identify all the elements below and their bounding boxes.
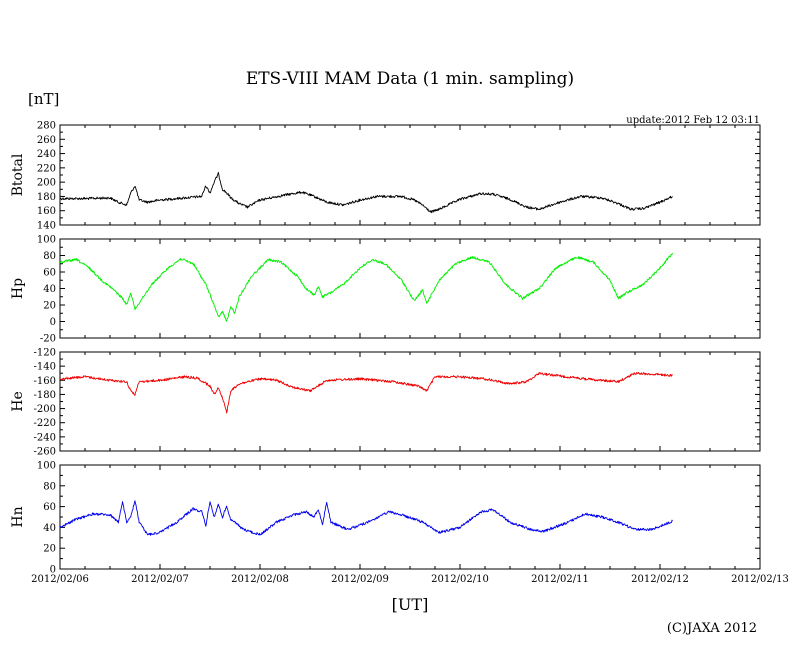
y-tick-label: 80 [43, 481, 56, 492]
panel-frame [59, 351, 761, 452]
x-tick-label: 2012/02/13 [731, 574, 789, 585]
series-line-hp [59, 252, 673, 322]
copyright-text: (C)JAXA 2012 [667, 621, 757, 636]
y-tick-label: -240 [34, 432, 56, 443]
x-tick-label: 2012/02/11 [531, 574, 589, 585]
x-tick-labels: 2012/02/06 2012/02/07 2012/02/08 2012/02/09… [31, 574, 789, 585]
y-tick-label: 100 [37, 235, 56, 246]
unit-label: [nT] [28, 90, 59, 108]
y-tick-label: -120 [34, 348, 56, 359]
x-tick-label: 2012/02/08 [231, 574, 289, 585]
y-tick-label: 40 [43, 523, 56, 534]
panel-he: -260 -240 -220 -200 -180 -160 -140 -120 He [10, 348, 761, 458]
update-timestamp: update:2012 Feb 12 03:11 [626, 115, 760, 126]
y-tick-label: 60 [43, 268, 56, 279]
x-tick-label: 2012/02/09 [331, 574, 389, 585]
y-tick-label: -220 [34, 418, 56, 429]
series-line-hn [59, 500, 673, 536]
y-tick-label: -140 [34, 362, 56, 373]
y-tick-label: 140 [37, 221, 56, 232]
y-axis-label: Hn [10, 506, 26, 527]
y-tick-label: 160 [37, 206, 56, 217]
panel-btotal: 140 160 180 200 220 240 260 280 Btotal [10, 121, 761, 232]
panel-frame [59, 124, 761, 226]
y-tick-label: -200 [34, 404, 56, 415]
y-axis-label: Hp [10, 278, 26, 299]
y-axis-label: Btotal [10, 153, 26, 196]
panel-frame [59, 238, 761, 339]
y-tick-label: 220 [37, 163, 56, 174]
y-tick-label: 20 [43, 301, 56, 312]
x-tick-label: 2012/02/10 [431, 574, 489, 585]
y-tick-label: 200 [37, 178, 56, 189]
y-tick-label: 80 [43, 251, 56, 262]
y-tick-label: 260 [37, 135, 56, 146]
y-tick-label: 0 [50, 317, 56, 328]
y-tick-label: 40 [43, 284, 56, 295]
chart-panels: 140160180200220240260280Btotal-200204060… [10, 121, 761, 576]
x-tick-label: 2012/02/12 [631, 574, 689, 585]
y-tick-label: 240 [37, 149, 56, 160]
x-tick-label: 2012/02/07 [131, 574, 189, 585]
y-tick-label: 100 [37, 461, 56, 472]
series-line-he [59, 371, 673, 414]
y-axis-label: He [10, 391, 26, 412]
y-tick-label: 0 [50, 565, 56, 576]
y-tick-label: -180 [34, 390, 56, 401]
y-tick-label: -160 [34, 376, 56, 387]
panel-hn: 0 20 40 60 80 100 Hn [10, 461, 761, 576]
y-tick-label: 280 [37, 121, 56, 132]
y-tick-label: -260 [34, 447, 56, 458]
chart-title: ETS-VIII MAM Data (1 min. sampling) [246, 69, 574, 89]
x-tick-label: 2012/02/06 [31, 574, 89, 585]
series-line-btotal [59, 171, 673, 214]
y-tick-label: 60 [43, 502, 56, 513]
y-tick-label: 20 [43, 544, 56, 555]
y-tick-label: -20 [40, 334, 56, 345]
y-tick-label: 180 [37, 192, 56, 203]
x-axis-label: [UT] [392, 595, 429, 614]
panel-hp: -20 0 20 40 60 80 100 Hp [10, 235, 761, 345]
